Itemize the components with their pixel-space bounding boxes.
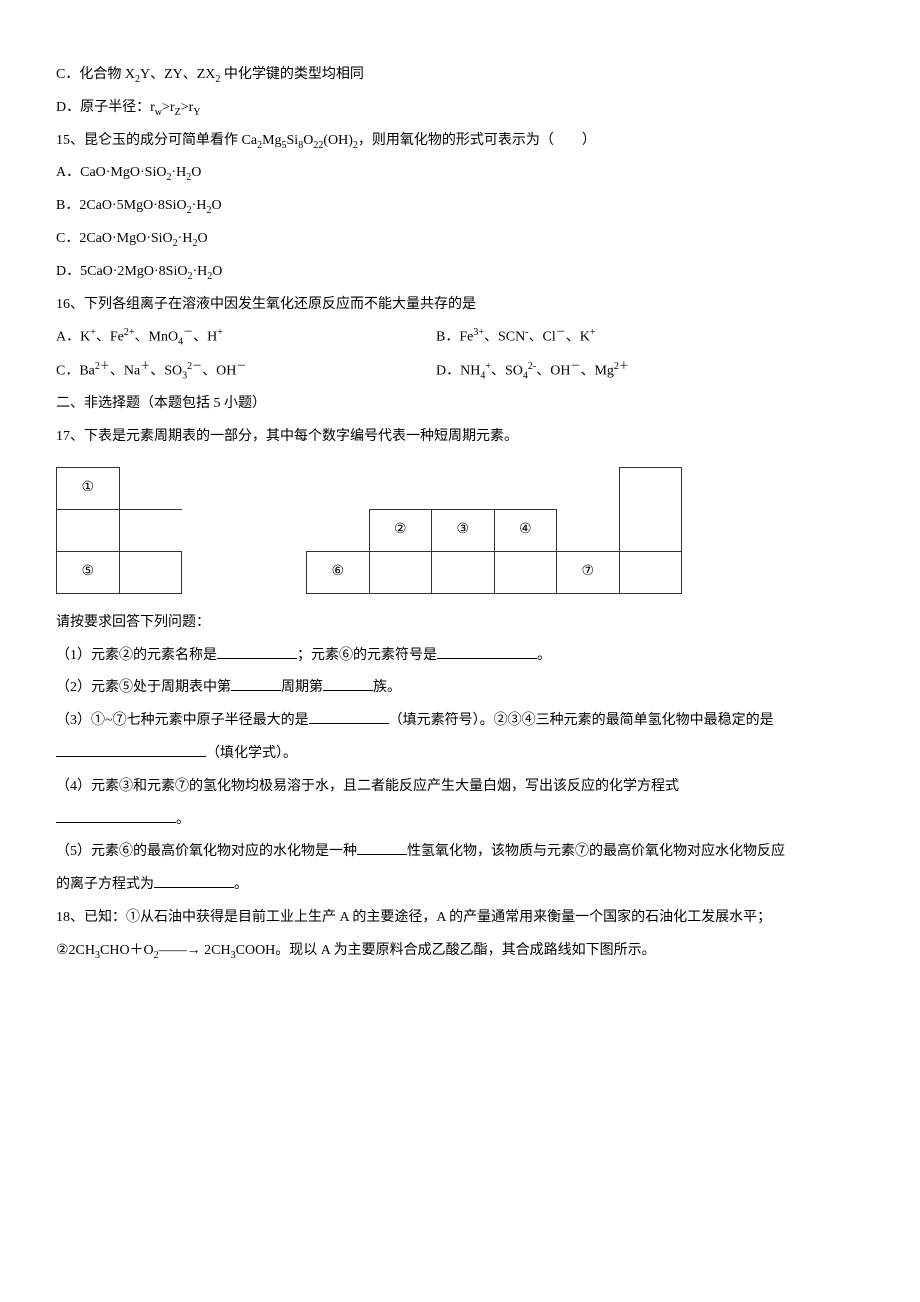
q16-stem: 16、下列各组离子在溶液中因发生氧化还原反应而不能大量共存的是 [56,290,864,321]
q17-p2-blank2 [323,677,373,691]
q15-opt-d: D．5CaO·2MgO·8SiO2·H2O [56,257,864,288]
q17-p3-line2: （填化学式）。 [56,739,864,770]
ptable-r1c7 [432,467,495,509]
ptable-r1c6 [369,467,432,509]
q17-p2: （2）元素⑤处于周期表中第 周期第 族。 [56,673,864,704]
q17-p3-b: （填元素符号）。②③④三种元素的最简单氢化物中最稳定的是 [389,713,774,728]
q18-stem-a: 18、已知：①从石油中获得是目前工业上生产 A 的主要途径，A 的产量通常用来衡… [56,903,864,934]
ptable-r2c1 [57,509,120,551]
q17-p3-c: （填化学式）。 [206,746,297,761]
q17-p5-d: 。 [234,877,248,892]
q14-opt-d: D．原子半径：rw>rZ>rY [56,93,864,124]
q17-p4-line2: 。 [56,805,864,836]
ptable-r1c3 [182,467,245,509]
q17-p2-blank1 [231,677,281,691]
q18-stem-b: ②2CH3CHO＋O2——→ 2CH3COOH。现以 A 为主要原料合成乙酸乙酯… [56,936,864,967]
ptable-r2c5 [307,509,370,551]
q17-p1-b: ；元素⑥的元素符号是 [297,648,437,663]
ptable-r3c6 [369,551,432,593]
ptable-r1c10 [619,467,682,509]
q16-opt-c: C．Ba2＋、Na＋、SO32－、OH－ [56,356,436,387]
q17-p5-c: 的离子方程式为 [56,877,154,892]
ptable-r3c9: ⑦ [557,551,620,593]
q17-p5-line2: 的离子方程式为 。 [56,870,864,901]
q17-p5: （5）元素⑥的最高价氧化物对应的水化物是一种 性氢氧化物，该物质与元素⑦的最高价氧… [56,837,864,868]
ptable-r2c2 [119,509,182,551]
q17-p2-a: （2）元素⑤处于周期表中第 [56,680,231,695]
q15-stem: 15、昆仑玉的成分可简单看作 Ca2Mg5Si8O22(OH)2，则用氧化物的形… [56,126,864,157]
q16-opt-d: D．NH4+、SO42-、OH－、Mg2＋ [436,356,864,387]
q17-p2-c: 族。 [373,680,401,695]
q17-p2-b: 周期第 [281,680,323,695]
q17-p5-blank1 [357,841,407,855]
ptable-r3c1: ⑤ [57,551,120,593]
ptable-r2c8: ④ [494,509,557,551]
ptable-r2c4 [244,509,307,551]
q15-opt-c: C．2CaO·MgO·SiO2·H2O [56,224,864,255]
ptable-r2c7: ③ [432,509,495,551]
ptable-r3c2 [119,551,182,593]
ptable-r1c1: ① [57,467,120,509]
ptable-r3c8 [494,551,557,593]
ptable-r3c3 [182,551,245,593]
q17-p3-blank2 [56,743,206,757]
q17-p5-blank2 [154,874,234,888]
q14-opt-c: C．化合物 X2Y、ZY、ZX2 中化学键的类型均相同 [56,60,864,91]
q15-opt-b: B．2CaO·5MgO·8SiO2·H2O [56,191,864,222]
ptable-r3c10 [619,551,682,593]
q15-opt-a: A．CaO·MgO·SiO2·H2O [56,158,864,189]
q17-stem: 17、下表是元素周期表的一部分，其中每个数字编号代表一种短周期元素。 [56,422,864,453]
q17-p4: （4）元素③和元素⑦的氢化物均极易溶于水，且二者能反应产生大量白烟，写出该反应的… [56,772,864,803]
q17-p1-blank2 [437,645,537,659]
q17-p1-blank1 [217,645,297,659]
q17-p4-b: 。 [176,812,190,827]
ptable-r1c4 [244,467,307,509]
ptable-r2c10 [619,509,682,551]
q17-p3-blank1 [309,710,389,724]
ptable-r1c8 [494,467,557,509]
q16-opt-a: A．K+、Fe2+、MnO4－、H+ [56,322,436,353]
q17-p4-blank1 [56,809,176,823]
q17-p5-b: 性氢氧化物，该物质与元素⑦的最高价氧化物对应水化物反应 [407,844,785,859]
ptable-r2c9 [557,509,620,551]
q16-opt-b: B．Fe3+、SCN-、Cl－、K+ [436,322,864,353]
q17-prompt: 请按要求回答下列问题： [56,608,864,639]
ptable-r3c7 [432,551,495,593]
q17-p1: （1）元素②的元素名称是 ；元素⑥的元素符号是 。 [56,641,864,672]
ptable-r3c5: ⑥ [307,551,370,593]
reaction-arrow-icon: ——→ [159,936,201,967]
q17-p1-c: 。 [537,648,551,663]
ptable-r1c9 [557,467,620,509]
ptable-r1c2 [119,467,182,509]
ptable-r2c6: ② [369,509,432,551]
ptable-r1c5 [307,467,370,509]
q17-p3: （3）①~⑦七种元素中原子半径最大的是 （填元素符号）。②③④三种元素的最简单氢化… [56,706,864,737]
q17-p1-a: （1）元素②的元素名称是 [56,648,217,663]
periodic-table-wrapper: ① ② ③ ④ ⑤ ⑥ ⑦ [56,467,864,594]
ptable-r2c3 [182,509,245,551]
section-2-title: 二、非选择题（本题包括 5 小题） [56,389,864,420]
periodic-table: ① ② ③ ④ ⑤ ⑥ ⑦ [56,467,682,594]
q17-p3-a: （3）①~⑦七种元素中原子半径最大的是 [56,713,309,728]
q17-p5-a: （5）元素⑥的最高价氧化物对应的水化物是一种 [56,844,357,859]
q17-p4-a: （4）元素③和元素⑦的氢化物均极易溶于水，且二者能反应产生大量白烟，写出该反应的… [56,779,679,794]
ptable-r3c4 [244,551,307,593]
